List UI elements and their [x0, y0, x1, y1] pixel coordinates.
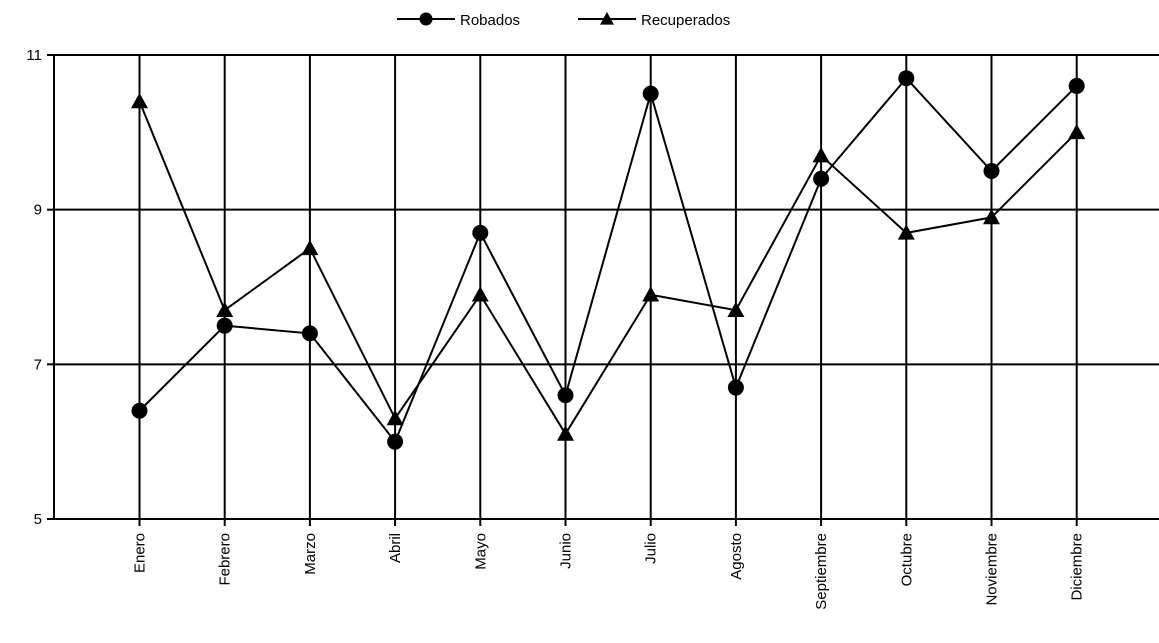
data-point-robados: [131, 402, 148, 419]
y-axis-ticks: 5 7 9 11: [26, 47, 54, 528]
y-tick-label: 5: [34, 511, 42, 528]
y-tick-label: 7: [34, 356, 42, 373]
x-tick-label: Marzo: [302, 533, 319, 575]
axes: [53, 55, 1159, 520]
x-tick-label: Octubre: [898, 533, 915, 586]
legend: Robados Recuperados: [397, 12, 730, 29]
legend-marker-recuperados: [600, 12, 614, 25]
data-point-recuperados: [216, 301, 234, 317]
legend-marker-robados: [419, 12, 433, 26]
x-tick-label: Enero: [132, 533, 149, 573]
data-point-recuperados: [642, 286, 660, 302]
data-point-recuperados: [1068, 123, 1086, 140]
data-point-robados: [898, 70, 915, 87]
data-point-recuperados: [812, 147, 830, 163]
legend-label-robados: Robados: [460, 12, 520, 29]
data-point-robados: [813, 170, 830, 187]
x-tick-label: Diciembre: [1069, 533, 1086, 601]
data-point-robados: [642, 85, 659, 102]
data-point-robados: [387, 433, 404, 450]
x-tick-label: Junio: [558, 533, 575, 569]
data-point-recuperados: [727, 301, 745, 317]
x-axis-ticks: Enero Febrero Marzo Abril Mayo Junio Julio Agos…: [132, 519, 1086, 610]
grid-lines: [54, 54, 1159, 519]
data-point-recuperados: [983, 208, 1000, 225]
data-point-robados: [1068, 77, 1085, 94]
x-tick-label: Mayo: [472, 533, 489, 570]
data-point-recuperados: [557, 425, 574, 441]
x-tick-label: Septiembre: [813, 533, 830, 610]
x-tick-label: Noviembre: [984, 533, 1001, 606]
x-tick-label: Febrero: [217, 533, 234, 586]
data-point-recuperados: [471, 286, 489, 302]
data-point-robados: [727, 379, 744, 396]
data-point-robados: [983, 163, 1000, 179]
data-point-recuperados: [131, 92, 148, 109]
legend-label-recuperados: Recuperados: [641, 12, 730, 29]
data-point-robados: [216, 317, 233, 334]
data-point-recuperados: [301, 239, 319, 256]
data-point-robados: [301, 325, 318, 342]
series-line-recuperados: [138, 101, 1078, 436]
data-point-recuperados: [897, 224, 915, 240]
x-tick-label: Julio: [643, 533, 660, 564]
data-point-robados: [557, 387, 574, 404]
data-point-recuperados: [386, 409, 404, 426]
y-tick-label: 9: [34, 202, 42, 219]
series-line-robados: [138, 76, 1078, 444]
series-group: [131, 70, 1086, 450]
x-tick-label: Abril: [387, 533, 404, 563]
data-point-robados: [472, 224, 489, 241]
x-tick-label: Agosto: [728, 533, 745, 580]
y-tick-label: 11: [26, 47, 42, 64]
